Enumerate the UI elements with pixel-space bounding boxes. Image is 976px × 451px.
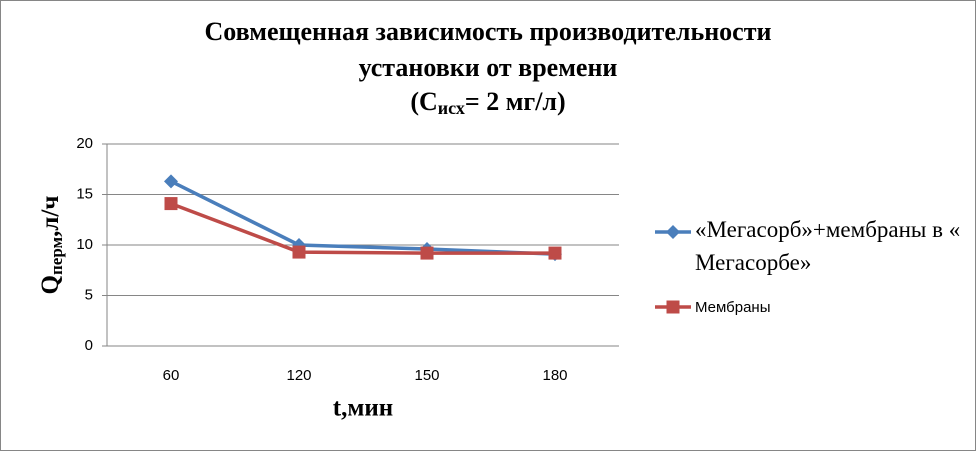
square-marker [666,300,680,314]
y-tick-label: 20 [76,135,93,152]
legend-label: «Мегасорб»+мембраны в «Мегасорбе» [695,217,960,275]
chart-title: Совмещенная зависимость производительнос… [205,17,772,46]
y-tick-label: 5 [85,286,93,303]
square-marker [548,246,562,260]
square-marker [420,246,434,260]
y-tick-label: 10 [76,236,93,253]
diamond-marker [164,174,178,189]
y-tick-label: 0 [85,337,93,354]
legend-label: Мембраны [695,299,771,316]
y-axis-label: Qперм,л/ч [37,196,66,295]
x-axis-label: t,мин [333,395,393,422]
x-tick-label: 150 [414,367,439,384]
chart-title-formula: (Cисх= 2 мг/л) [410,87,565,118]
chart-title: установки от времени [359,53,618,82]
x-tick-label: 60 [163,367,180,384]
x-tick-label: 120 [286,367,311,384]
square-marker [292,245,306,259]
y-tick-label: 15 [76,185,93,202]
diamond-marker [666,225,680,239]
x-tick-label: 180 [542,367,567,384]
square-marker [164,197,178,211]
series-line [170,201,555,255]
